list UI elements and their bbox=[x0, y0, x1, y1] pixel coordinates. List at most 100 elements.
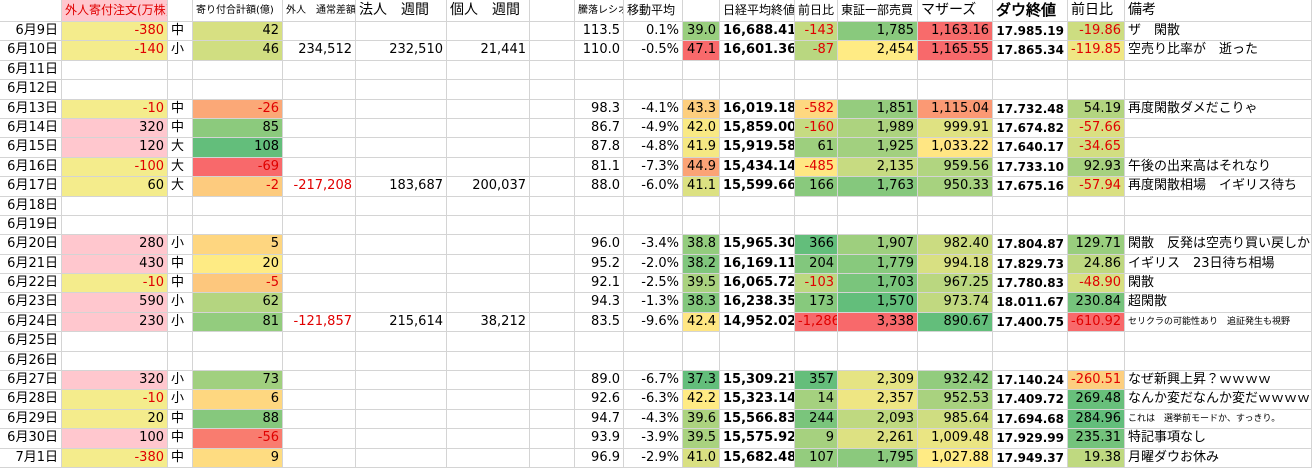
cell bbox=[168, 60, 193, 81]
cell: 173 bbox=[795, 293, 838, 313]
cell bbox=[993, 351, 1068, 372]
cell: 20 bbox=[62, 409, 168, 430]
cell: 54.19 bbox=[1068, 99, 1125, 119]
cell bbox=[168, 215, 193, 236]
cell bbox=[356, 448, 447, 468]
cell: 中 bbox=[168, 274, 193, 294]
date-cell: 6月15日 bbox=[0, 138, 62, 158]
cell bbox=[530, 293, 575, 313]
cell: 1,989 bbox=[838, 118, 918, 139]
header-cell bbox=[168, 0, 193, 22]
cell: -1.3% bbox=[624, 293, 683, 313]
cell: 2,309 bbox=[838, 371, 918, 391]
cell: 17.400.75 bbox=[993, 312, 1068, 333]
cell bbox=[447, 99, 530, 119]
cell: -10 bbox=[62, 390, 168, 410]
cell: 16,065.72 bbox=[720, 274, 795, 294]
cell bbox=[683, 60, 720, 81]
header-cell: 寄り付合計額(億) bbox=[193, 0, 283, 22]
cell: 129.71 bbox=[1068, 235, 1125, 255]
cell bbox=[720, 351, 795, 372]
date-cell: 6月17日 bbox=[0, 177, 62, 197]
cell: ザ 閑散 bbox=[1125, 22, 1312, 42]
cell bbox=[447, 118, 530, 139]
cell bbox=[530, 254, 575, 275]
cell: 38,212 bbox=[447, 312, 530, 333]
header-cell: 移動平均 bbox=[624, 0, 683, 22]
cell: 890.67 bbox=[918, 312, 993, 333]
cell: 204 bbox=[795, 254, 838, 275]
cell: なぜ新興上昇？ｗｗｗｗ bbox=[1125, 371, 1312, 391]
date-cell: 6月23日 bbox=[0, 293, 62, 313]
cell bbox=[193, 196, 283, 216]
cell bbox=[356, 429, 447, 449]
cell bbox=[447, 254, 530, 275]
cell: 96.9 bbox=[575, 448, 624, 468]
cell bbox=[530, 429, 575, 449]
cell bbox=[1125, 118, 1312, 139]
cell: イギリス 23日待ち相場 bbox=[1125, 254, 1312, 275]
cell: -6.0% bbox=[624, 177, 683, 197]
date-cell: 6月10日 bbox=[0, 41, 62, 61]
cell: 小 bbox=[168, 235, 193, 255]
cell: 15,575.92 bbox=[720, 429, 795, 449]
cell bbox=[530, 215, 575, 236]
cell bbox=[283, 274, 356, 294]
date-cell: 6月14日 bbox=[0, 118, 62, 139]
cell: -2 bbox=[193, 177, 283, 197]
date-cell: 6月27日 bbox=[0, 371, 62, 391]
cell bbox=[356, 371, 447, 391]
data-row: 6月17日 60 大 -2 -217,208 183,687 200,037 88.0 -6.0… bbox=[0, 177, 1312, 197]
date-cell: 6月24日 bbox=[0, 312, 62, 333]
cell: -140 bbox=[62, 41, 168, 61]
cell bbox=[918, 80, 993, 100]
cell: 952.53 bbox=[918, 390, 993, 410]
cell bbox=[575, 332, 624, 352]
cell: 小 bbox=[168, 371, 193, 391]
cell bbox=[283, 99, 356, 119]
header-cell: 前日比 bbox=[795, 0, 838, 22]
cell bbox=[530, 177, 575, 197]
cell: 1,163.16 bbox=[918, 22, 993, 42]
cell: -160 bbox=[795, 118, 838, 139]
cell bbox=[1125, 196, 1312, 216]
cell: 18.011.67 bbox=[993, 293, 1068, 313]
date-cell: 6月19日 bbox=[0, 215, 62, 236]
data-row: 6月16日 -100 大 -69 81.1 -7.3% 44.9 15,434.14 -485 2… bbox=[0, 157, 1312, 178]
cell bbox=[447, 80, 530, 100]
cell bbox=[795, 332, 838, 352]
date-cell: 7月1日 bbox=[0, 448, 62, 468]
cell bbox=[193, 351, 283, 372]
data-row: 6月19日 bbox=[0, 215, 1312, 236]
cell: 超閑散 bbox=[1125, 293, 1312, 313]
date-cell: 6月20日 bbox=[0, 235, 62, 255]
cell bbox=[993, 332, 1068, 352]
cell: 6 bbox=[193, 390, 283, 410]
cell: 60 bbox=[62, 177, 168, 197]
data-row: 7月1日 -380 中 9 96.9 -2.9% 41.0 15,682.48 107 1,795… bbox=[0, 448, 1312, 468]
cell: 20 bbox=[193, 254, 283, 275]
cell: 中 bbox=[168, 254, 193, 275]
cell: 96.0 bbox=[575, 235, 624, 255]
cell: 中 bbox=[168, 22, 193, 42]
cell: 17.694.68 bbox=[993, 409, 1068, 430]
cell: -380 bbox=[62, 22, 168, 42]
cell bbox=[1125, 215, 1312, 236]
cell bbox=[356, 293, 447, 313]
cell bbox=[530, 409, 575, 430]
cell: 1,763 bbox=[838, 177, 918, 197]
cell bbox=[283, 429, 356, 449]
cell bbox=[918, 351, 993, 372]
cell: 1,907 bbox=[838, 235, 918, 255]
cell: 42.4 bbox=[683, 312, 720, 333]
cell: 366 bbox=[795, 235, 838, 255]
data-row: 6月11日 bbox=[0, 60, 1312, 81]
cell: 166 bbox=[795, 177, 838, 197]
cell bbox=[530, 235, 575, 255]
cell: 81.1 bbox=[575, 157, 624, 178]
cell: 959.56 bbox=[918, 157, 993, 178]
cell bbox=[356, 254, 447, 275]
cell: -217,208 bbox=[283, 177, 356, 197]
date-cell: 6月21日 bbox=[0, 254, 62, 275]
cell bbox=[447, 371, 530, 391]
